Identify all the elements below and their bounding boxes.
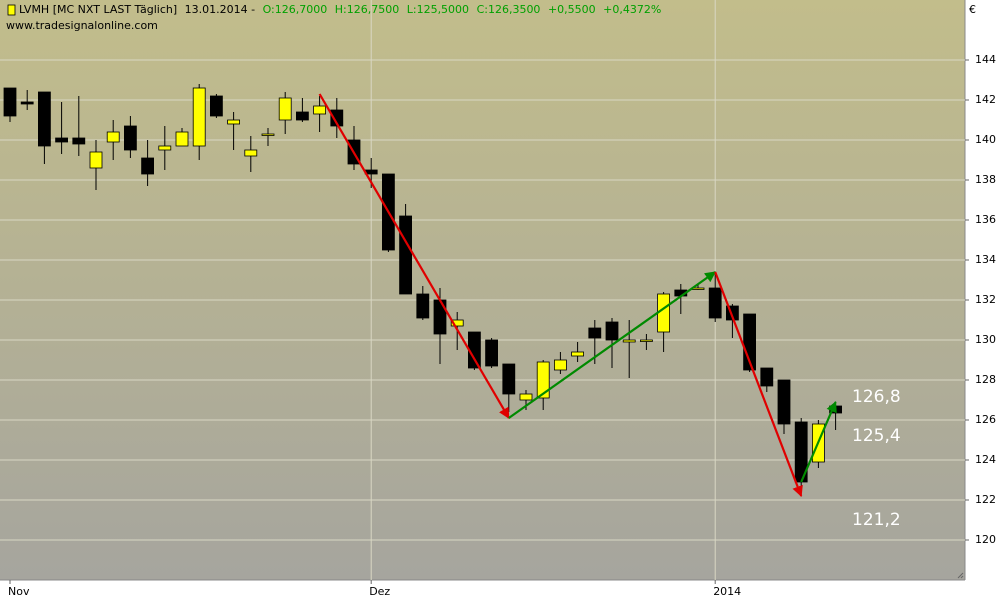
header: LVMH [MC NXT LAST Täglich] 13.01.2014 - …	[19, 3, 661, 16]
trend-line	[318, 93, 510, 419]
plot-background	[0, 0, 965, 580]
candle-body	[399, 215, 413, 295]
candle-body	[777, 379, 791, 425]
y-tick-label: 130	[975, 333, 996, 346]
quote-open: O:126,7000	[263, 3, 328, 16]
y-axis-panel	[965, 0, 1000, 600]
y-tick-label: 128	[975, 373, 996, 386]
candle-body	[416, 293, 430, 319]
candle-body	[571, 351, 584, 357]
candle-body	[3, 87, 17, 117]
trend-line	[508, 271, 717, 419]
candle-body	[89, 151, 103, 169]
candle-body	[485, 339, 499, 367]
candle-body	[554, 359, 567, 371]
candle-body	[72, 137, 86, 145]
candles	[3, 84, 842, 486]
candle-body	[192, 87, 206, 147]
candle-body	[708, 287, 722, 319]
candle-body	[450, 319, 464, 327]
candle-body	[227, 119, 241, 125]
x-tick-label: Dez	[369, 585, 390, 598]
symbol-icon	[7, 4, 16, 16]
candle-body	[175, 131, 189, 147]
y-tick-label: 144	[975, 53, 996, 66]
y-tick-label: 122	[975, 493, 996, 506]
candle-body	[622, 339, 636, 343]
candle-body	[244, 149, 258, 157]
y-tick-label: 142	[975, 93, 996, 106]
x-tick-label: 2014	[713, 585, 741, 598]
source: www.tradesignalonline.com	[6, 19, 158, 32]
trend-lines	[318, 93, 837, 498]
candle-body	[330, 109, 344, 127]
quote-close: C:126,3500	[477, 3, 541, 16]
x-tick-label: Nov	[8, 585, 30, 598]
y-tick-label: 126	[975, 413, 996, 426]
candle-body	[141, 157, 155, 175]
candle-body	[209, 95, 223, 117]
date: 13.01.2014 -	[185, 3, 255, 16]
y-tick-label: 124	[975, 453, 996, 466]
candle-body	[313, 105, 327, 115]
candle-body	[760, 367, 774, 387]
candle-body	[278, 97, 292, 121]
candle-body	[261, 133, 275, 136]
y-unit: €	[969, 3, 976, 16]
candle-body	[640, 339, 653, 342]
candle-body	[433, 299, 447, 335]
candle-body	[536, 361, 550, 399]
quote-change: +0,5500	[548, 3, 596, 16]
y-tick-label: 134	[975, 253, 996, 266]
trend-line	[800, 400, 837, 483]
y-tick-label: 140	[975, 133, 996, 146]
annotation: 125,4	[852, 426, 901, 446]
candle-body	[588, 327, 602, 339]
grid	[0, 0, 965, 580]
candle-body	[519, 393, 533, 401]
trend-line	[714, 271, 803, 498]
candle-body	[158, 145, 172, 151]
candle-body	[605, 321, 619, 341]
candle-body	[295, 111, 309, 121]
quote-high: H:126,7500	[335, 3, 399, 16]
candle-body	[55, 137, 68, 143]
quote-change-pct: +0,4372%	[603, 3, 661, 16]
candle-body	[124, 125, 137, 151]
y-tick-label: 120	[975, 533, 996, 546]
title: LVMH [MC NXT LAST Täglich]	[19, 3, 177, 16]
annotation: 126,8	[852, 387, 901, 407]
y-tick-label: 132	[975, 293, 996, 306]
candle-body	[38, 91, 51, 147]
candle-body	[20, 101, 34, 105]
y-tick-label: 138	[975, 173, 996, 186]
resize-handle	[957, 572, 964, 579]
candle-body	[657, 293, 670, 333]
quote-low: L:125,5000	[407, 3, 469, 16]
candle-body	[106, 131, 120, 143]
candle-body	[502, 363, 516, 395]
annotation: 121,2	[852, 510, 901, 530]
y-tick-label: 136	[975, 213, 996, 226]
